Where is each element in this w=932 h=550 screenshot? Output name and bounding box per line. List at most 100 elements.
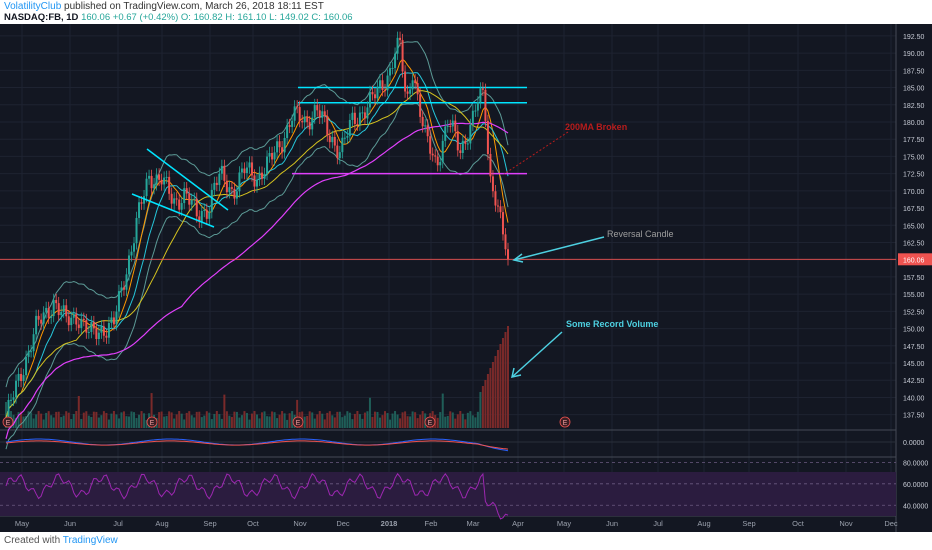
candle-body xyxy=(343,137,346,139)
candle-body xyxy=(419,94,422,117)
bollinger-upper xyxy=(5,41,509,388)
candle-body xyxy=(424,125,427,127)
volume-bar xyxy=(346,411,349,428)
volume-bar xyxy=(338,411,341,428)
candle-body xyxy=(55,299,58,304)
candle-body xyxy=(223,165,226,181)
volume-bar xyxy=(256,414,258,428)
volume-bar xyxy=(188,411,191,428)
price-tick-label: 185.00 xyxy=(903,86,925,93)
volume-bar xyxy=(112,411,115,428)
rsi-line xyxy=(5,472,509,520)
annotation-arrowhead-volume xyxy=(511,367,522,378)
volume-bar xyxy=(248,419,251,428)
candle-body xyxy=(133,243,136,252)
candle-body xyxy=(298,107,301,122)
candle-body xyxy=(414,80,417,84)
publisher-link[interactable]: VolatilityClub xyxy=(4,1,62,12)
price-tick-label: 150.00 xyxy=(903,327,925,334)
volume-bar xyxy=(97,417,100,428)
volume-bar xyxy=(268,416,271,428)
volume-bar xyxy=(5,402,7,428)
volume-bar xyxy=(125,416,128,428)
time-axis[interactable]: May Jun Jul Aug Sep Oct Nov Dec 2018 Feb Mar Apr May… xyxy=(15,519,898,528)
time-tick-label: Oct xyxy=(247,519,260,528)
candle-body xyxy=(476,102,479,111)
rsi-tick-label: 60.0000 xyxy=(903,482,928,489)
candle-body xyxy=(353,112,356,124)
volume-bar xyxy=(135,418,138,428)
earnings-marker xyxy=(424,416,436,428)
candle-body xyxy=(303,116,306,123)
candle-body xyxy=(376,86,379,99)
volume-bar xyxy=(306,416,309,428)
volume-bar xyxy=(60,417,63,428)
volume-bar xyxy=(368,397,371,428)
candle-body xyxy=(117,291,120,312)
candle-body xyxy=(326,116,329,136)
candle-body xyxy=(399,37,402,41)
candle-body xyxy=(32,334,35,352)
volume-bar xyxy=(486,374,489,428)
candle-body xyxy=(446,125,449,127)
volume-bar xyxy=(27,411,30,428)
volume-bar xyxy=(82,412,85,428)
volume-bar xyxy=(62,415,65,428)
volume-bar xyxy=(401,412,404,428)
volume-bar xyxy=(190,415,193,428)
candle-body xyxy=(150,175,153,189)
volume-bar xyxy=(140,411,143,428)
candle-body xyxy=(406,91,409,94)
volume-bar xyxy=(416,418,419,428)
volume-bar xyxy=(343,415,346,428)
candle-body xyxy=(411,80,414,90)
symbol[interactable]: NASDAQ:FB, 1D xyxy=(4,12,79,23)
volume-bar xyxy=(133,412,136,428)
volume-bar xyxy=(476,411,479,428)
candle-body xyxy=(233,188,236,199)
volume-bar xyxy=(271,411,274,428)
candle-body xyxy=(421,116,424,127)
time-tick-label: Jun xyxy=(606,519,618,528)
volume-bar xyxy=(489,368,492,428)
volume-bar xyxy=(394,411,397,428)
candle-body xyxy=(72,313,75,318)
candle-body xyxy=(384,90,387,92)
candle-body xyxy=(293,106,296,121)
time-tick-label: Nov xyxy=(839,519,853,528)
volume-bar xyxy=(87,415,90,428)
volume-bar xyxy=(449,411,452,428)
volume-bar xyxy=(376,411,379,428)
volume-bar xyxy=(90,417,93,428)
time-tick-label: Dec xyxy=(336,519,350,528)
volume-bar xyxy=(454,418,457,428)
candle-body xyxy=(250,162,253,176)
candle-body xyxy=(125,274,128,290)
price-chart[interactable]: 0.0000 80.0000 60.0000 40.0000 E E E E E 200MA… xyxy=(0,24,932,532)
volume-bar xyxy=(80,418,83,428)
earnings-marker-label: E xyxy=(428,420,433,427)
candle-body xyxy=(193,198,196,200)
ohlc-values: O: 160.82 H: 161.10 L: 149.02 C: 160.06 xyxy=(180,12,353,23)
tradingview-link[interactable]: TradingView xyxy=(62,535,118,546)
volume-bar xyxy=(411,411,414,428)
candle-body xyxy=(444,126,447,141)
candle-body xyxy=(208,212,211,219)
price-tick-label: 192.50 xyxy=(903,34,925,41)
price-axis[interactable]: 192.50 190.00 187.50 185.00 182.50 180.00 177.… xyxy=(898,34,932,420)
candle-body xyxy=(178,199,181,210)
candle-body xyxy=(42,312,45,324)
volume-bar xyxy=(328,411,331,428)
volume-bar xyxy=(127,416,130,428)
volume-bar xyxy=(313,418,316,428)
candle-body xyxy=(12,397,15,400)
annotation-arrow-reversal xyxy=(513,236,605,261)
price-tick-label: 140.00 xyxy=(903,395,925,402)
volume-bar xyxy=(451,412,454,428)
volume-bar xyxy=(228,415,231,428)
time-tick-label: Sep xyxy=(742,519,755,528)
volume-bar xyxy=(356,411,359,428)
volume-bar xyxy=(386,413,389,428)
volume-bar xyxy=(414,412,417,428)
volume-bar xyxy=(70,419,73,428)
